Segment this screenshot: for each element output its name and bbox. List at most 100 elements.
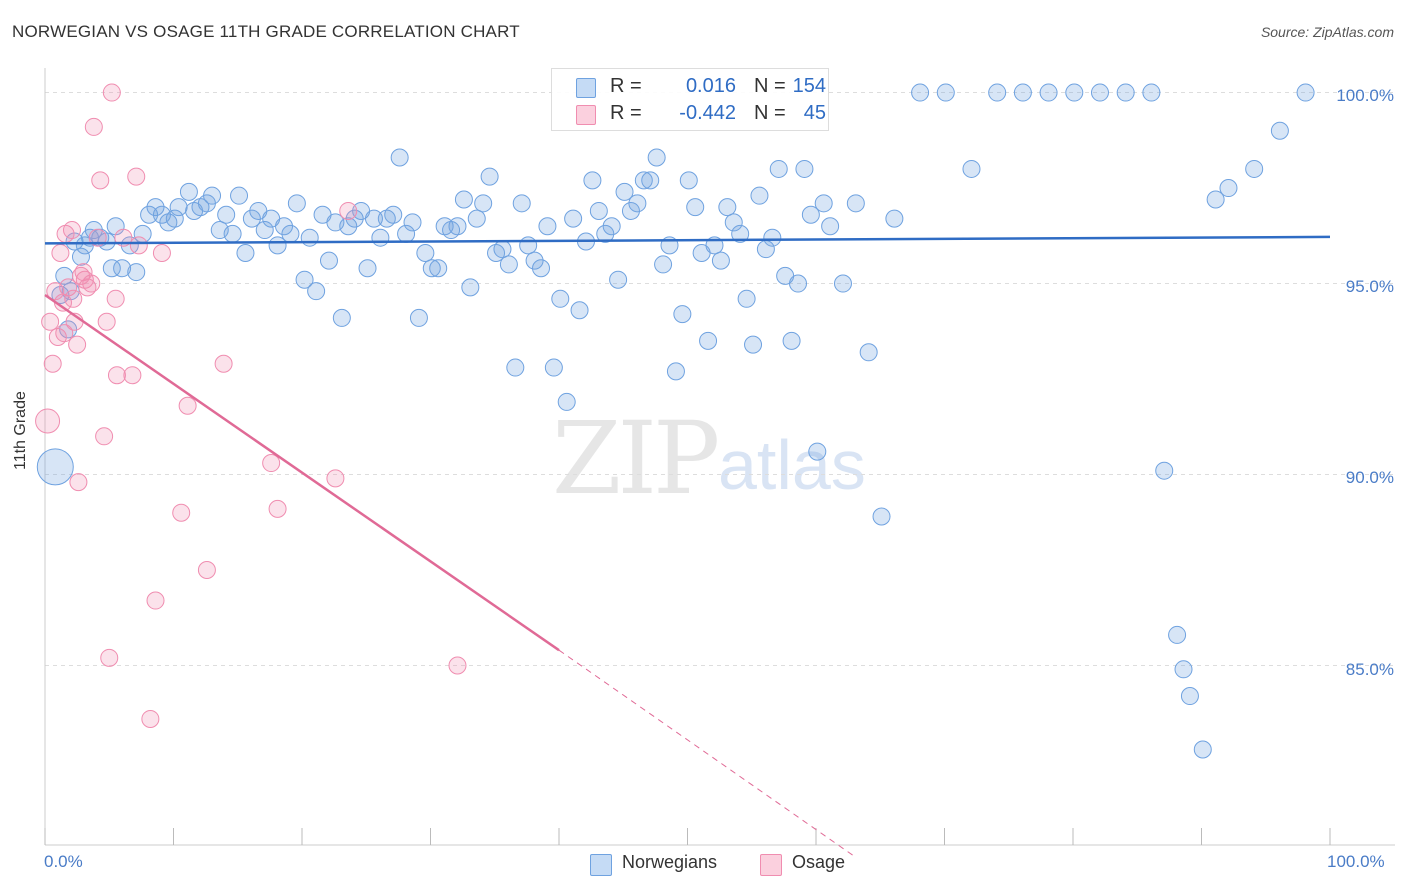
osage-point	[64, 289, 83, 308]
norwegian-point	[859, 343, 878, 362]
osage-point	[141, 709, 160, 728]
norwegian-point	[544, 358, 563, 377]
osage-point	[262, 454, 281, 473]
norwegian-point	[102, 259, 121, 278]
norwegian-point	[936, 83, 955, 102]
norwegian-point	[711, 251, 730, 270]
norwegian-point	[634, 171, 653, 190]
x-tick-label-min: 0.0%	[44, 852, 83, 871]
bottom-legend-label-norwegians: Norwegians	[622, 852, 718, 872]
norwegian-point	[538, 217, 557, 236]
norwegian-point	[596, 224, 615, 243]
legend-r-label: R =	[610, 102, 642, 124]
norwegian-point	[416, 243, 435, 262]
osage-point	[123, 366, 142, 385]
y-tick-label-100: 100.0%	[1336, 86, 1394, 105]
osage-point	[106, 289, 125, 308]
bottom-legend-osage: Osage	[760, 852, 845, 876]
norwegian-point	[1245, 159, 1264, 178]
norwegian-point	[1206, 190, 1225, 209]
norwegian-point	[724, 213, 743, 232]
norwegian-point	[223, 224, 242, 243]
norwegian-point	[113, 259, 132, 278]
bottom-legend-norwegians: Norwegians	[590, 852, 718, 876]
osage-point	[43, 354, 62, 373]
norwegian-point	[345, 209, 364, 228]
norwegian-point	[390, 148, 409, 167]
norwegian-point	[179, 182, 198, 201]
osage-point	[448, 656, 467, 675]
norwegian-point	[763, 228, 782, 247]
norwegian-point	[795, 159, 814, 178]
norwegian-point	[1168, 625, 1187, 644]
osage-point	[68, 335, 87, 354]
norwegian-point	[1065, 83, 1084, 102]
norwegian-point	[557, 392, 576, 411]
osage-point	[146, 591, 165, 610]
norwegian-point	[242, 209, 261, 228]
osage-trend-line	[44, 293, 560, 652]
norwegian-point	[686, 198, 705, 217]
norwegian-point	[97, 232, 116, 251]
norwegian-point	[699, 331, 718, 350]
osage-point	[69, 473, 88, 492]
norwegian-point	[551, 289, 570, 308]
legend-n-value-norwegians: 154	[792, 75, 826, 97]
norwegian-point	[525, 251, 544, 270]
osage-point	[100, 648, 119, 667]
norwegian-point	[371, 228, 390, 247]
bottom-legend-swatch-norwegians	[590, 854, 612, 876]
osage-point	[197, 560, 216, 579]
legend-r-label: R =	[610, 75, 642, 97]
norwegian-point	[65, 232, 84, 251]
osage-trend-extension	[558, 649, 855, 857]
watermark-zip: ZIP	[552, 400, 720, 517]
norwegian-point	[364, 209, 383, 228]
osage-point	[214, 354, 233, 373]
norwegian-point	[384, 205, 403, 224]
norwegian-point	[512, 194, 531, 213]
norwegian-point	[872, 507, 891, 526]
osage-point	[172, 503, 191, 522]
osage-point	[107, 366, 126, 385]
norwegian-point	[230, 186, 249, 205]
norwegian-point	[602, 217, 621, 236]
osage-point	[129, 236, 148, 255]
norwegian-point	[1193, 740, 1212, 759]
osage-point	[268, 499, 287, 518]
norwegian-point	[332, 308, 351, 327]
norwegian-point	[1039, 83, 1058, 102]
norwegian-point	[1219, 179, 1238, 198]
norwegian-point	[1013, 83, 1032, 102]
norwegian-point	[731, 224, 750, 243]
norwegian-point	[319, 251, 338, 270]
osage-point	[339, 201, 358, 220]
osage-point	[51, 243, 70, 262]
norwegian-point	[300, 228, 319, 247]
norwegian-point	[641, 171, 660, 190]
norwegian-point	[615, 182, 634, 201]
norwegian-point	[1116, 83, 1135, 102]
norwegian-point	[409, 308, 428, 327]
norwegian-point	[506, 358, 525, 377]
norwegian-point	[339, 217, 358, 236]
chart-title: NORWEGIAN VS OSAGE 11TH GRADE CORRELATIO…	[12, 22, 520, 41]
norwegian-point	[962, 159, 981, 178]
osage-point	[178, 396, 197, 415]
stats-legend: R = 0.016 N = 154 R = -0.442 N = 45	[551, 68, 829, 131]
norwegian-point	[532, 259, 551, 278]
norwegian-trend-line	[44, 235, 1331, 245]
norwegian-point	[236, 243, 255, 262]
norwegian-point	[564, 209, 583, 228]
norwegian-point	[493, 240, 512, 259]
osage-point	[84, 117, 103, 136]
norwegian-point	[583, 171, 602, 190]
norwegian-point	[737, 289, 756, 308]
osage-point	[41, 312, 60, 331]
norwegian-point	[295, 270, 314, 289]
norwegian-point	[1142, 83, 1161, 102]
y-tick-label-95: 95.0%	[1345, 277, 1394, 296]
osage-point	[97, 312, 116, 331]
norwegian-point	[499, 255, 518, 274]
norwegian-point	[679, 171, 698, 190]
